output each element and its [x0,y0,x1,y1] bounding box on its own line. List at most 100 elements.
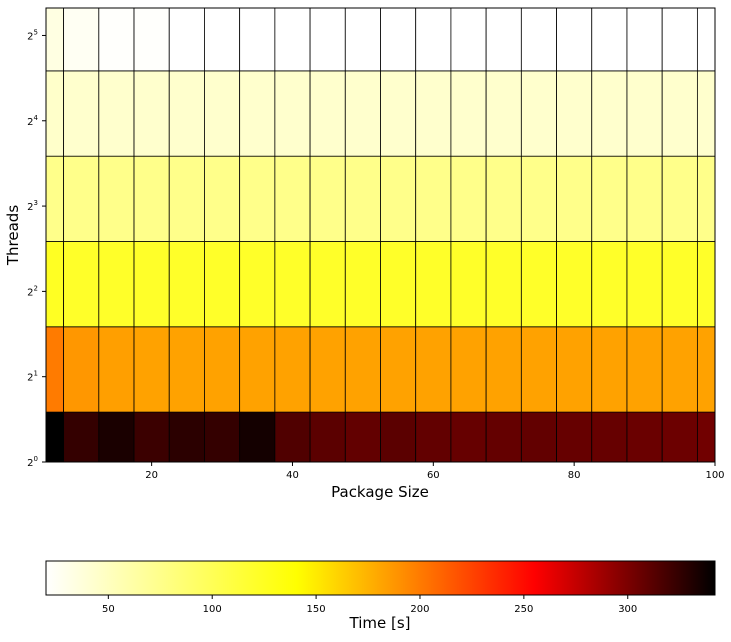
heatmap-cell [696,241,716,328]
heatmap-cell [661,326,698,413]
heatmap-cell [63,411,100,463]
y-tick-label: 21 [27,370,38,384]
heatmap-cell [309,155,346,242]
heatmap-cell [556,155,593,242]
heatmap-cell [450,7,487,72]
heatmap-cell [204,7,241,72]
x-axis-label: Package Size [331,483,429,501]
heatmap-cell [309,70,346,157]
plot-frame [45,7,716,463]
heatmap-cell [591,7,628,72]
heatmap-cell [380,241,417,328]
heatmap-cell [344,155,381,242]
y-tick-label: 25 [27,28,38,42]
heatmap-cell [309,241,346,328]
heatmap-cell [168,241,205,328]
heatmap-cell [450,70,487,157]
heatmap-cell [520,155,557,242]
heatmap-cell [591,70,628,157]
heatmap-cell [239,70,276,157]
heatmap-cell [63,155,100,242]
heatmap-cell [556,7,593,72]
x-axis-ticks: 20 40 60 80 100 [145,462,725,481]
heatmap-cell [696,7,716,72]
heatmap-cell [274,70,311,157]
heatmap-cell [239,241,276,328]
heatmap-cell [556,70,593,157]
heatmap-cell [591,155,628,242]
heatmap-cell [45,70,65,157]
heatmap-cell [380,326,417,413]
x-tick-label: 100 [705,470,724,481]
heatmap-cell [520,7,557,72]
heatmap-cell [133,241,170,328]
heatmap-cell [415,155,452,242]
heatmap-cell [63,326,100,413]
heatmap-cell [485,7,522,72]
heatmap-cell [591,241,628,328]
heatmap-cell [239,326,276,413]
heatmap-cell [556,411,593,463]
heatmap-cell [415,7,452,72]
heatmap-cell [450,241,487,328]
colorbar-tick-label: 50 [102,604,115,615]
heatmap-cell [63,7,100,72]
heatmap-cell [415,326,452,413]
heatmap-cell [661,155,698,242]
heatmap-cell [274,241,311,328]
heatmap-cell [344,326,381,413]
heatmap-cell [168,411,205,463]
heatmap-cell [626,70,663,157]
heatmap-cell [98,155,135,242]
colorbar-label: Time [s] [349,614,411,632]
colorbar-tick-label: 300 [618,604,637,615]
y-tick-label: 20 [27,455,38,469]
heatmap-cell [168,326,205,413]
heatmap-cell [696,155,716,242]
heatmap-cell [98,7,135,72]
y-tick-label: 22 [27,284,38,298]
heatmap-cell [63,241,100,328]
heatmap-cell [520,411,557,463]
heatmap-cell [520,241,557,328]
colorbar-ticks: 50 100 150 200 250 300 [102,595,637,615]
heatmap-cell [45,326,65,413]
heatmap-cell [168,70,205,157]
heatmap-cell [98,70,135,157]
heatmap-cell [344,70,381,157]
heatmap-cell [98,411,135,463]
heatmap-cell [344,411,381,463]
colorbar-tick-label: 250 [514,604,533,615]
heatmap-cell [204,411,241,463]
heatmap-cell [239,411,276,463]
heatmap-cell [344,7,381,72]
heatmap-cell [485,70,522,157]
heatmap-cell [415,241,452,328]
heatmap-cell [380,155,417,242]
heatmap-cell [696,411,716,463]
heatmap-cell [450,411,487,463]
heatmap-cell [133,70,170,157]
heatmap-cell [168,155,205,242]
heatmap-cell [696,326,716,413]
heatmap-cell [239,155,276,242]
heatmap-cell [626,155,663,242]
colorbar-tick-label: 100 [203,604,222,615]
heatmap-cell [309,326,346,413]
heatmap-cell [661,70,698,157]
heatmap-cell [204,241,241,328]
heatmap-cell [485,411,522,463]
heatmap-cell [696,70,716,157]
heatmap-cell [626,7,663,72]
heatmap-cell [485,155,522,242]
heatmap-cell [309,7,346,72]
heatmap-cell [204,155,241,242]
heatmap-cell [274,155,311,242]
heatmap-cell [626,241,663,328]
x-tick-label: 60 [427,470,440,481]
x-tick-label: 40 [286,470,299,481]
heatmap-cell [133,326,170,413]
heatmap-cell [133,155,170,242]
